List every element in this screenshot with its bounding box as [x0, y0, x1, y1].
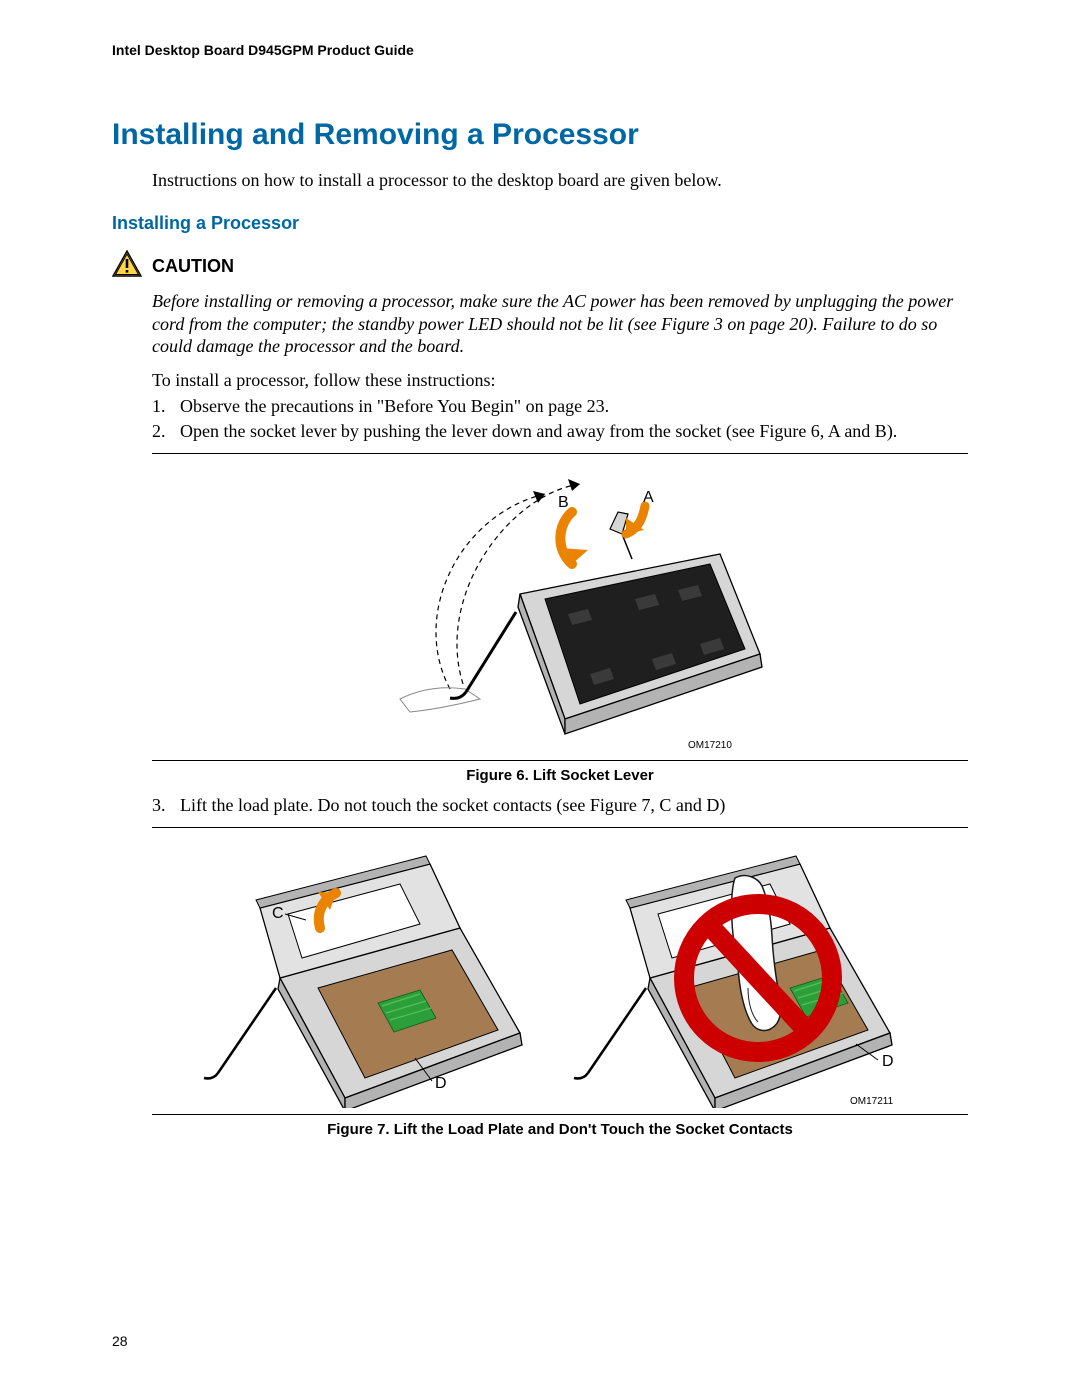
ordered-list-b: 3. Lift the load plate. Do not touch the… [152, 794, 968, 817]
section-heading: Installing a Processor [112, 213, 968, 234]
caution-icon [112, 250, 142, 282]
figure-7-caption: Figure 7. Lift the Load Plate and Don't … [152, 1121, 968, 1138]
list-text: Open the socket lever by pushing the lev… [180, 420, 897, 443]
figure-6-label-b: B [558, 494, 569, 511]
document-header: Intel Desktop Board D945GPM Product Guid… [112, 42, 968, 58]
caution-row: CAUTION [112, 250, 968, 282]
list-number: 1. [152, 395, 180, 418]
figure-7-label-c: C [272, 905, 284, 922]
figure-7-svg: C D [190, 838, 930, 1108]
list-item: 3. Lift the load plate. Do not touch the… [152, 794, 968, 817]
caution-text: Before installing or removing a processo… [152, 290, 968, 358]
caution-label: CAUTION [152, 256, 234, 277]
figure-7-separator [152, 1114, 968, 1115]
figure-6: B A OM17210 [152, 453, 968, 754]
figure-6-caption: Figure 6. Lift Socket Lever [152, 767, 968, 784]
list-text: Lift the load plate. Do not touch the so… [180, 794, 725, 817]
page-title: Installing and Removing a Processor [112, 118, 968, 152]
page-number: 28 [112, 1333, 128, 1349]
figure-6-svg: B A OM17210 [340, 464, 780, 754]
figure-7: C D [152, 827, 968, 1108]
instructions-lead: To install a processor, follow these ins… [152, 370, 968, 391]
figure-7-label-d1: D [435, 1075, 447, 1092]
list-number: 2. [152, 420, 180, 443]
intro-para: Instructions on how to install a process… [152, 170, 968, 191]
list-item: 1. Observe the precautions in "Before Yo… [152, 395, 968, 418]
list-number: 3. [152, 794, 180, 817]
figure-7-label-d2: D [882, 1053, 894, 1070]
list-item: 2. Open the socket lever by pushing the … [152, 420, 968, 443]
figure-6-separator [152, 760, 968, 761]
ordered-list-a: 1. Observe the precautions in "Before Yo… [152, 395, 968, 443]
figure-6-ref: OM17210 [688, 740, 732, 751]
figure-7-ref: OM17211 [850, 1096, 894, 1107]
list-text: Observe the precautions in "Before You B… [180, 395, 609, 418]
